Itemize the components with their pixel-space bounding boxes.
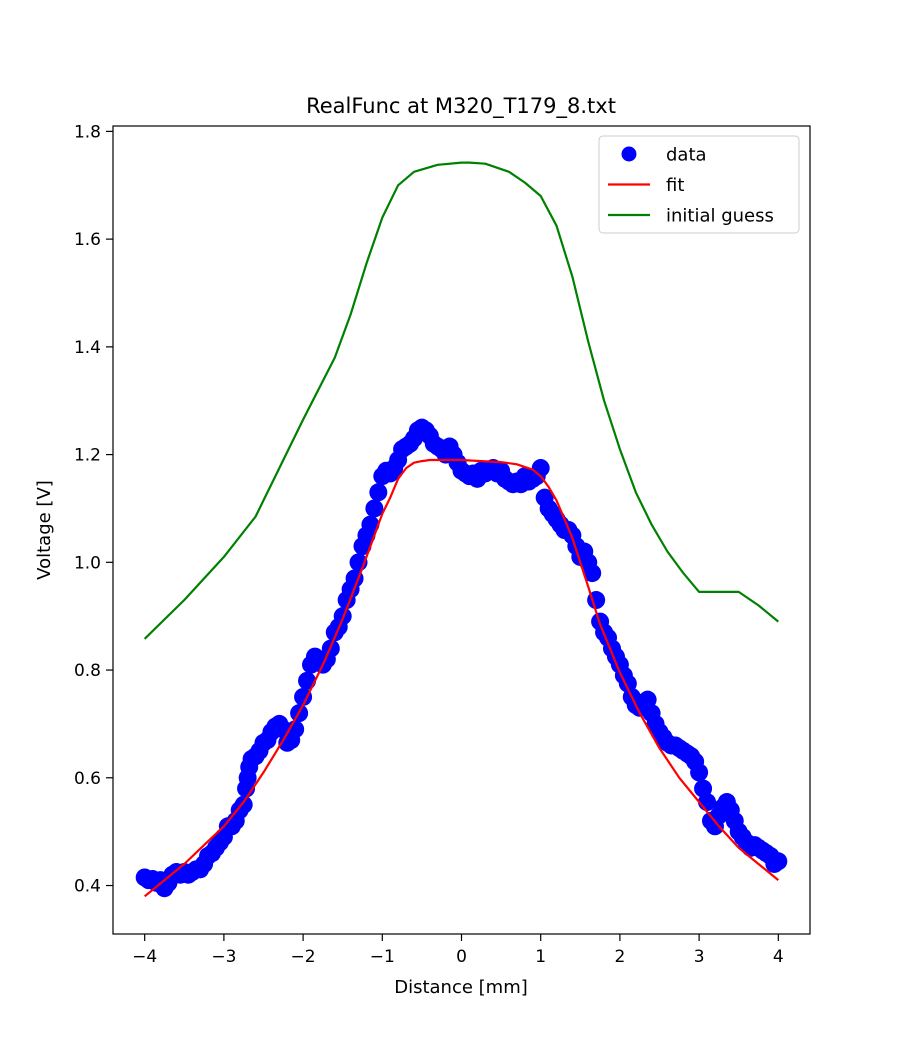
x-tick-label: −3 — [211, 947, 236, 967]
y-tick-label: 0.8 — [74, 661, 101, 681]
y-axis: 0.4 0.6 0.8 1.0 1.2 1.4 1.6 1.8 — [74, 122, 113, 897]
data-point — [361, 515, 380, 534]
legend-label-data: data — [666, 145, 707, 166]
y-axis-label: Voltage [V] — [34, 480, 55, 580]
data-point — [531, 459, 550, 478]
series-initial-guess-line — [143, 161, 779, 640]
data-point — [690, 763, 709, 782]
plot-area — [135, 161, 788, 898]
chart-title: RealFunc at M320_T179_8.txt — [306, 94, 616, 119]
y-tick-label: 0.6 — [74, 769, 101, 789]
legend: data fit initial guess — [598, 135, 800, 234]
data-point — [698, 793, 717, 812]
legend-box — [598, 135, 800, 234]
x-axis: −4 −3 −2 −1 0 1 2 3 4 — [132, 934, 784, 967]
x-tick-label: 3 — [694, 947, 705, 967]
y-tick-label: 1.0 — [74, 553, 101, 573]
x-axis-label: Distance [mm] — [394, 977, 528, 998]
y-tick-label: 1.6 — [74, 230, 101, 250]
data-point — [298, 671, 317, 690]
x-tick-label: −1 — [370, 947, 395, 967]
data-point — [769, 852, 788, 871]
x-tick-label: 2 — [614, 947, 625, 967]
legend-marker-data — [621, 146, 637, 162]
data-point — [294, 687, 313, 706]
series-fit-line — [144, 458, 779, 898]
data-point — [369, 483, 388, 502]
data-point — [583, 564, 602, 583]
x-tick-label: 0 — [456, 947, 467, 967]
y-tick-label: 1.8 — [74, 122, 101, 142]
x-tick-label: 4 — [773, 947, 784, 967]
data-point — [286, 720, 305, 739]
y-tick-label: 1.4 — [74, 338, 101, 358]
legend-label-fit: fit — [666, 175, 684, 196]
legend-label-initial-guess: initial guess — [666, 206, 774, 227]
x-tick-label: −2 — [291, 947, 316, 967]
x-tick-label: 1 — [535, 947, 546, 967]
y-tick-label: 1.2 — [74, 446, 101, 466]
data-point — [365, 499, 384, 518]
y-tick-label: 0.4 — [74, 877, 101, 897]
x-tick-label: −4 — [132, 947, 157, 967]
